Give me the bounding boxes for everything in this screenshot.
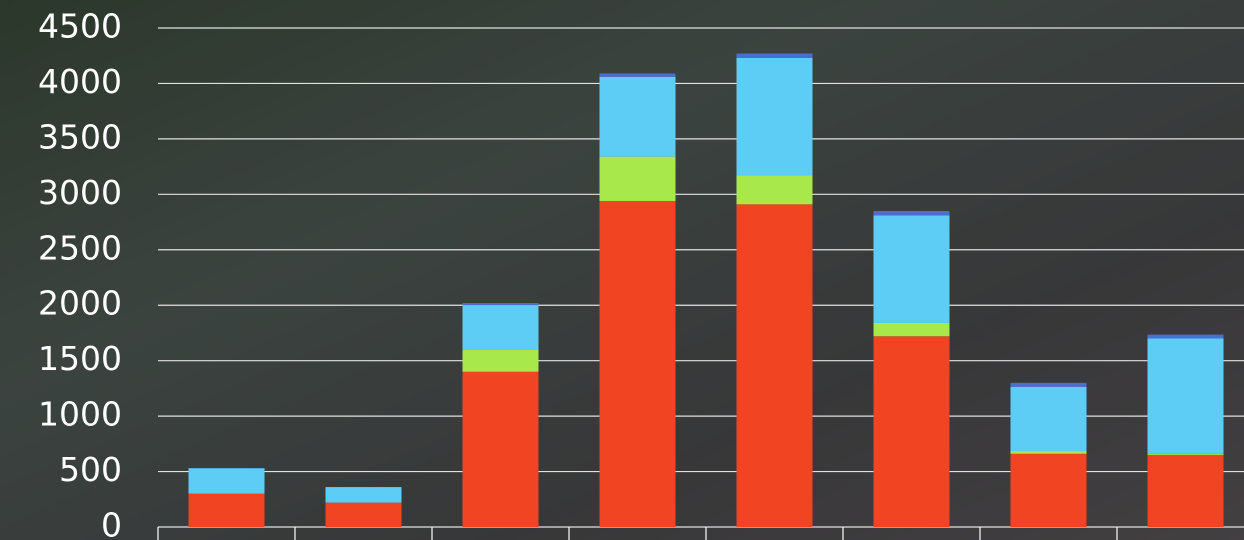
bar-segment: [188, 468, 265, 494]
bar-segment: [1147, 334, 1224, 339]
bar-segment: [599, 76, 676, 157]
bar-segment: [188, 493, 265, 527]
y-tick-label: 3500: [38, 117, 122, 156]
bar-segment: [1147, 453, 1224, 455]
bar-segment: [1147, 454, 1224, 527]
bar-segment: [736, 175, 813, 205]
bar-segment: [325, 502, 402, 527]
bar-segment: [873, 215, 950, 323]
bar-segment: [736, 204, 813, 527]
bar-segment: [1010, 386, 1087, 452]
bar-segment: [873, 322, 950, 337]
y-tick-label: 1000: [38, 395, 122, 434]
y-tick-label: 4000: [38, 62, 122, 101]
y-tick-label: 500: [59, 450, 122, 489]
bar-segment: [462, 303, 539, 306]
y-tick-label: 0: [101, 506, 122, 540]
y-tick-label: 2000: [38, 284, 122, 323]
bar-segment: [1010, 451, 1087, 454]
bar-segment: [1010, 382, 1087, 387]
bar-segment: [462, 349, 539, 372]
bar-segment: [736, 57, 813, 176]
bar-segment: [736, 53, 813, 58]
bar-segment: [599, 73, 676, 77]
bar-segment: [599, 200, 676, 527]
bar-segment: [325, 487, 402, 503]
y-tick-label: 1500: [38, 339, 122, 378]
bar-segment: [462, 371, 539, 527]
bar-segment: [1147, 338, 1224, 454]
bar-segment: [1010, 453, 1087, 527]
bar-segment: [873, 336, 950, 527]
bar-segment: [599, 156, 676, 201]
y-tick-label: 2500: [38, 228, 122, 267]
bar-segment: [873, 210, 950, 216]
bar-segment: [462, 305, 539, 350]
y-tick-label: 3000: [38, 173, 122, 212]
y-tick-label: 4500: [38, 7, 122, 46]
